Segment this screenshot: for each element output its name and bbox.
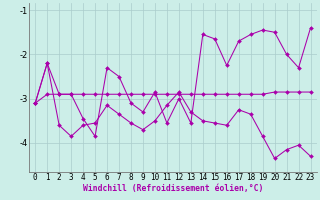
X-axis label: Windchill (Refroidissement éolien,°C): Windchill (Refroidissement éolien,°C) xyxy=(83,184,263,193)
